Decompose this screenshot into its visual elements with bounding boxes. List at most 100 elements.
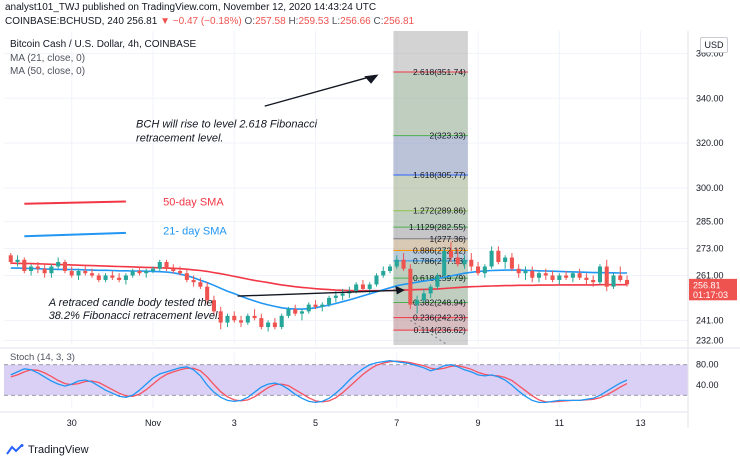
candle <box>205 282 210 305</box>
candle <box>299 309 305 321</box>
candle-body <box>96 275 101 280</box>
brand-name: TradingView <box>28 444 89 456</box>
candle <box>428 284 433 298</box>
candle-body <box>286 309 291 316</box>
fib-level-label: 0.886(272.12) <box>413 246 466 256</box>
candle <box>157 259 162 271</box>
candle-body <box>238 320 244 323</box>
candle-body <box>198 282 203 287</box>
tradingview-logo-icon <box>6 444 24 455</box>
arrow-bottom-shaft <box>237 289 401 297</box>
candle <box>381 266 386 278</box>
text-annotation-bottom: A retraced candle body tested the <box>48 297 213 309</box>
candle <box>225 313 230 328</box>
candle-body <box>232 315 237 321</box>
fib-level-label: 0.236(242.23) <box>413 313 466 323</box>
candle <box>387 264 393 274</box>
ma50-path <box>10 262 627 292</box>
candle-body <box>435 275 440 287</box>
candle-body <box>137 270 142 274</box>
candle <box>22 257 27 274</box>
candle-body <box>218 311 223 323</box>
candle <box>62 259 67 274</box>
candle <box>123 273 128 285</box>
candle <box>516 264 521 278</box>
candle <box>90 268 95 278</box>
candle <box>435 273 440 289</box>
candle-body <box>279 315 284 328</box>
candle-body <box>62 262 67 271</box>
candle <box>570 270 575 283</box>
candle-body <box>536 273 542 278</box>
candle <box>306 302 311 314</box>
candle-body <box>150 268 156 271</box>
last-price: 256.81 <box>126 16 158 27</box>
candle <box>455 248 460 267</box>
time-tick-label: 5 <box>313 418 318 428</box>
candle-body <box>448 250 454 258</box>
candle <box>509 253 514 271</box>
price-tick-label: 340.00 <box>696 93 724 103</box>
sma50-annotation: 50-day SMA <box>163 196 224 208</box>
candle <box>536 270 542 283</box>
candle <box>313 300 318 310</box>
candle-body <box>83 270 88 274</box>
candle <box>83 266 88 276</box>
fib-zone <box>393 250 468 261</box>
stochastic-panel: Stoch (14, 3, 3) <box>0 347 740 404</box>
price-tick-label: 360.00 <box>696 48 724 58</box>
candle <box>550 270 555 283</box>
price-badge-label: 01:17:03 <box>693 290 728 300</box>
candle-body <box>550 275 555 280</box>
price-tick-label: 261.00 <box>696 270 724 280</box>
high-label: H: <box>288 16 299 27</box>
candle <box>171 264 176 274</box>
arrow-top-head <box>364 74 379 84</box>
candle-body <box>360 284 365 289</box>
candle <box>597 264 602 285</box>
candle <box>489 246 494 269</box>
chart-canvas[interactable]: 2.618(351.74) 2(323.33) 1.618(305.77) 1.272… <box>0 31 740 440</box>
candle <box>448 241 454 263</box>
candle-body <box>523 270 528 274</box>
ma21-line <box>10 267 627 310</box>
candle <box>49 264 54 278</box>
candle <box>469 253 474 271</box>
currency-button[interactable]: USD <box>700 37 728 53</box>
chart-title: Bitcoin Cash / U.S. Dollar, 4h, COINBASE <box>10 39 197 50</box>
candle <box>327 295 332 307</box>
candle <box>191 275 196 287</box>
candle <box>245 313 250 325</box>
candle-body <box>117 277 122 280</box>
candle <box>421 288 426 303</box>
stoch-title: Stoch (14, 3, 3) <box>10 352 75 363</box>
candle <box>591 275 596 287</box>
candle-body <box>625 279 630 285</box>
candle-body <box>415 300 420 305</box>
candle-body <box>306 304 311 312</box>
candle-body <box>597 266 602 283</box>
candle-body <box>272 322 277 328</box>
candle-body <box>570 273 575 278</box>
candle-body <box>299 311 305 314</box>
candle <box>164 259 169 271</box>
fib-zone <box>393 317 468 331</box>
candle-body <box>15 259 20 263</box>
candle <box>394 255 399 269</box>
candle <box>557 273 562 285</box>
candle-body <box>252 315 257 319</box>
candle-body <box>245 315 250 323</box>
candle-body <box>482 266 487 274</box>
candle <box>401 253 406 271</box>
candle-body <box>266 322 271 328</box>
candle <box>232 311 237 323</box>
header-strip: analyst101_TWJ published on TradingView.… <box>0 0 740 30</box>
candle-body <box>367 284 372 289</box>
candle <box>15 255 20 267</box>
brand[interactable]: TradingView <box>6 444 89 456</box>
fib-zone <box>393 135 468 176</box>
fib-level-label: 1.618(305.77) <box>413 170 466 180</box>
fib-level-label: 0.114(236.62) <box>414 325 466 335</box>
time-tick-label: 30 <box>67 418 77 428</box>
fib-level-label: 0.786(267.53) <box>413 256 466 266</box>
